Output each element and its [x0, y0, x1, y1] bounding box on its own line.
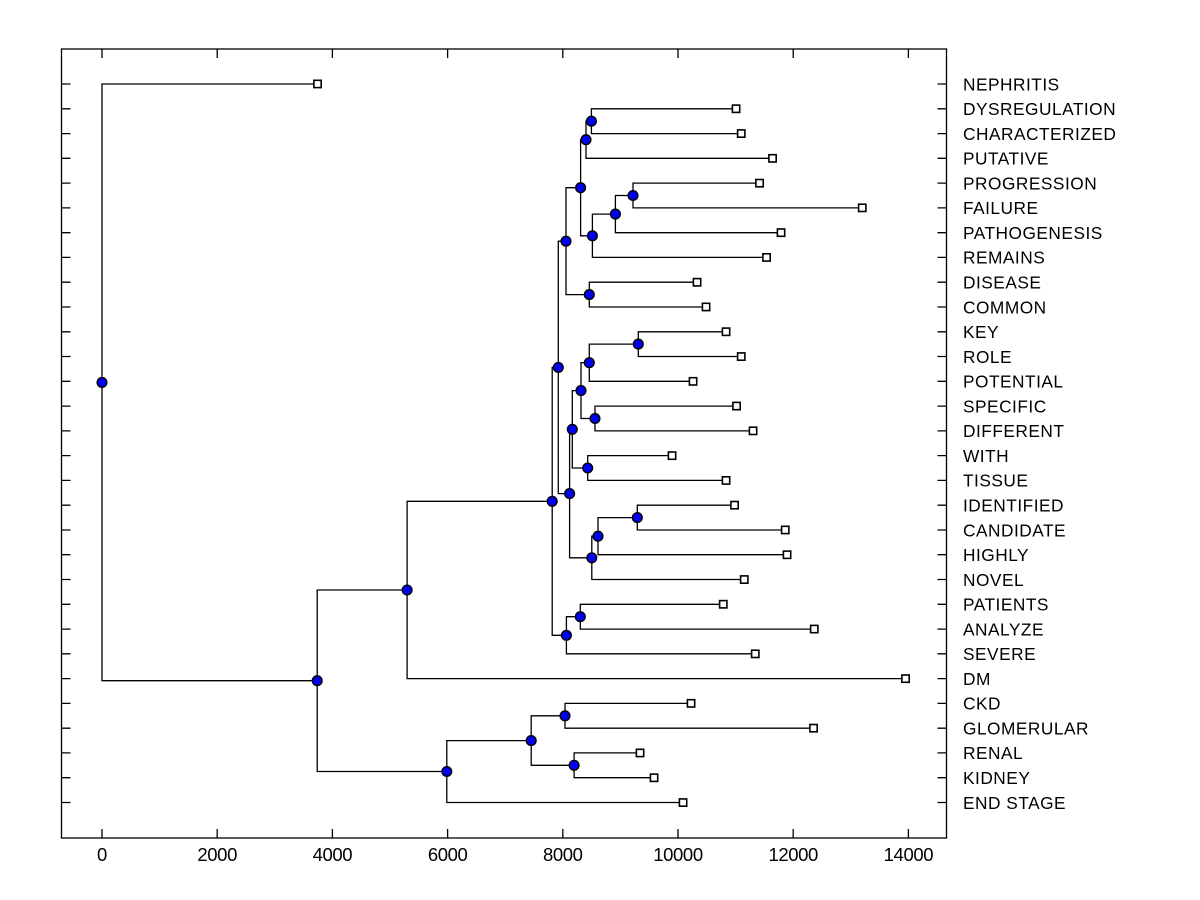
svg-text:END STAGE: END STAGE	[963, 793, 1066, 813]
svg-text:SEVERE: SEVERE	[963, 644, 1036, 664]
svg-text:REMAINS: REMAINS	[963, 248, 1045, 268]
svg-text:PATHOGENESIS: PATHOGENESIS	[963, 223, 1103, 243]
svg-text:PUTATIVE: PUTATIVE	[963, 149, 1049, 169]
svg-text:GLOMERULAR: GLOMERULAR	[963, 719, 1089, 739]
svg-text:COMMON: COMMON	[963, 297, 1047, 317]
svg-text:KIDNEY: KIDNEY	[963, 768, 1030, 788]
svg-text:FAILURE: FAILURE	[963, 198, 1039, 218]
svg-text:PATIENTS: PATIENTS	[963, 595, 1049, 615]
svg-text:IDENTIFIED: IDENTIFIED	[963, 496, 1064, 516]
svg-text:DM: DM	[963, 669, 991, 689]
svg-text:2000: 2000	[197, 844, 237, 865]
svg-text:TISSUE: TISSUE	[963, 471, 1028, 491]
svg-text:ROLE: ROLE	[963, 347, 1012, 367]
svg-text:DYSREGULATION: DYSREGULATION	[963, 99, 1116, 119]
svg-text:WITH: WITH	[963, 446, 1009, 466]
svg-text:14000: 14000	[884, 844, 934, 865]
svg-text:CHARACTERIZED: CHARACTERIZED	[963, 124, 1116, 144]
svg-text:0: 0	[97, 844, 107, 865]
svg-text:SPECIFIC: SPECIFIC	[963, 396, 1047, 416]
svg-text:CANDIDATE: CANDIDATE	[963, 520, 1066, 540]
svg-text:KEY: KEY	[963, 322, 999, 342]
svg-text:ANALYZE: ANALYZE	[963, 619, 1044, 639]
svg-text:PROGRESSION: PROGRESSION	[963, 173, 1097, 193]
svg-text:DIFFERENT: DIFFERENT	[963, 421, 1064, 441]
svg-text:NOVEL: NOVEL	[963, 570, 1024, 590]
svg-text:10000: 10000	[653, 844, 703, 865]
svg-text:4000: 4000	[313, 844, 353, 865]
svg-text:HIGHLY: HIGHLY	[963, 545, 1029, 565]
svg-text:CKD: CKD	[963, 694, 1001, 714]
svg-text:12000: 12000	[768, 844, 818, 865]
svg-text:POTENTIAL: POTENTIAL	[963, 372, 1064, 392]
svg-text:8000: 8000	[543, 844, 583, 865]
svg-text:NEPHRITIS: NEPHRITIS	[963, 74, 1060, 94]
svg-text:6000: 6000	[428, 844, 468, 865]
svg-text:DISEASE: DISEASE	[963, 273, 1041, 293]
svg-text:RENAL: RENAL	[963, 743, 1023, 763]
